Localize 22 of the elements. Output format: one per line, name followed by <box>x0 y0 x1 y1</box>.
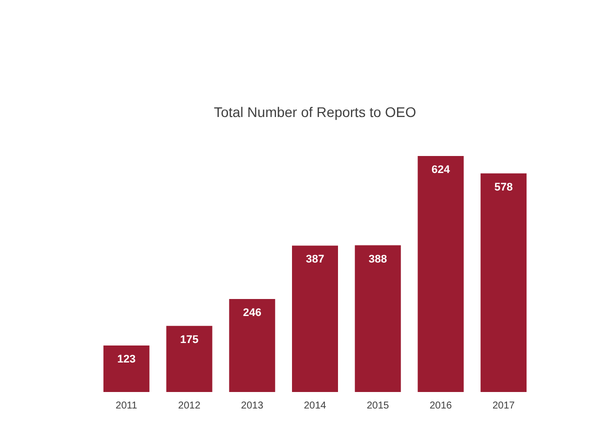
bar <box>229 298 276 392</box>
bar <box>354 245 401 392</box>
x-tick-label: 2013 <box>241 400 264 412</box>
bar <box>418 156 464 392</box>
data-label: 387 <box>306 254 324 266</box>
data-label: 123 <box>117 353 136 366</box>
data-label: 246 <box>242 306 262 319</box>
bar <box>292 246 338 392</box>
x-tick-label: 2014 <box>304 400 327 412</box>
x-tick-label: 2015 <box>366 400 390 412</box>
x-tick-label: 2012 <box>178 400 201 412</box>
data-label: 578 <box>494 181 513 194</box>
x-tick-label: 2011 <box>116 400 138 412</box>
x-tick-label: 2016 <box>430 400 452 412</box>
data-label: 624 <box>432 164 451 176</box>
bar <box>480 173 527 392</box>
chart-title: Total Number of Reports to OEO <box>214 104 416 120</box>
x-tick-label: 2017 <box>492 400 516 412</box>
bar <box>103 345 150 392</box>
data-label: 388 <box>368 253 388 266</box>
bar <box>166 326 212 392</box>
data-label: 175 <box>180 334 198 346</box>
